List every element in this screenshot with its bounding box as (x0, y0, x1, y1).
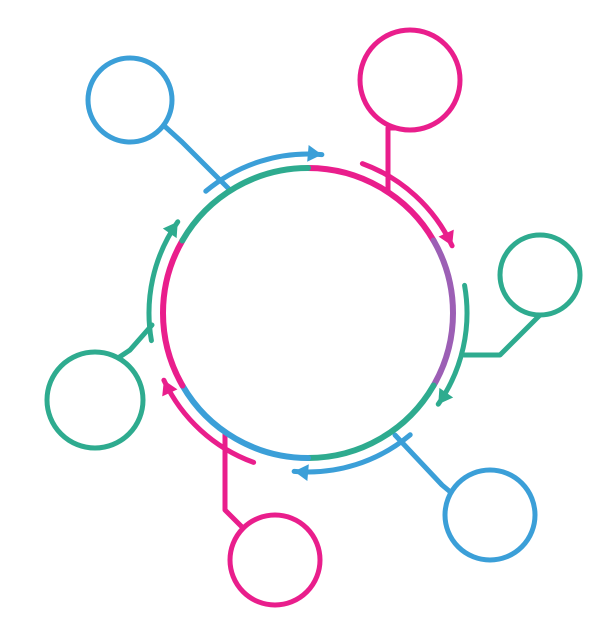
node-bottom-right (445, 470, 535, 560)
node-top-right (360, 30, 460, 130)
cycle-diagram (0, 0, 616, 626)
node-top-left (88, 58, 172, 142)
node-left (47, 352, 143, 448)
node-bottom (230, 515, 320, 605)
center-circle (163, 168, 453, 458)
node-right (500, 235, 580, 315)
